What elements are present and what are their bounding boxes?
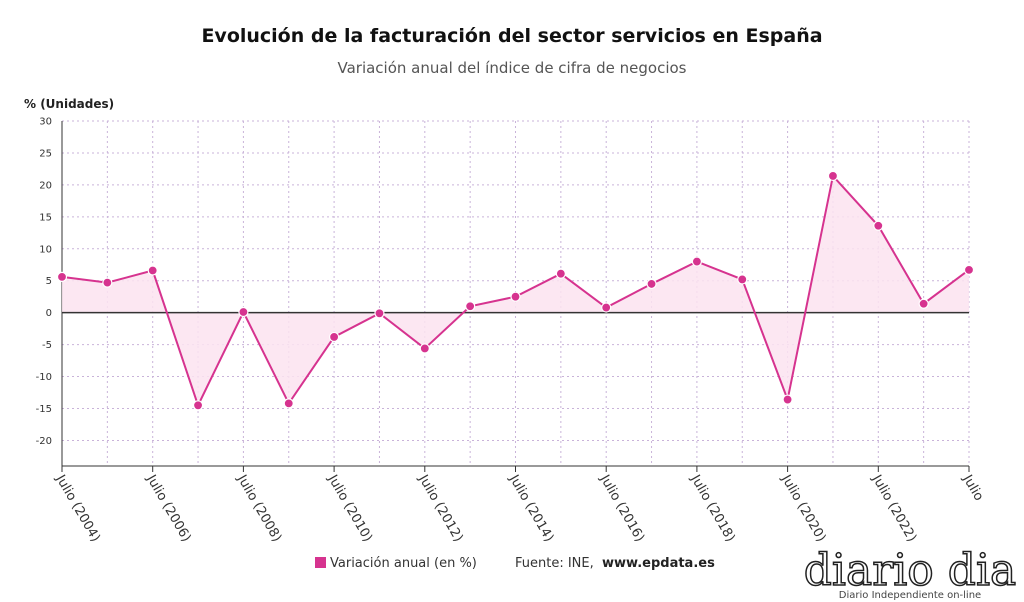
y-tick-label: -10	[36, 372, 52, 383]
y-tick-label: 20	[39, 180, 52, 191]
logo-tagline: Diario Independiente on-line	[839, 590, 981, 601]
point	[510, 291, 521, 302]
x-tick-label: Julio (2020)	[778, 472, 829, 545]
x-tick-label: Julio	[959, 472, 986, 504]
x-tick-label: Julio (2016)	[596, 472, 647, 545]
chart-subtitle: Variación anual del índice de cifra de n…	[337, 59, 686, 77]
point	[465, 301, 476, 312]
logo: diario dia	[804, 545, 1017, 596]
x-tick-label: Julio (2012)	[415, 472, 466, 545]
point	[419, 343, 430, 354]
legend-label: Variación anual (en %)	[330, 556, 477, 571]
point	[238, 306, 249, 318]
source-site: www.epdata.es	[602, 556, 715, 571]
point	[374, 308, 385, 319]
point	[147, 265, 158, 276]
y-tick-label: 10	[39, 244, 52, 255]
x-tick-label: Julio (2022)	[868, 472, 919, 545]
point	[56, 271, 68, 282]
point	[737, 274, 748, 285]
y-tick-label: -20	[36, 436, 52, 447]
x-tick-label: Julio (2010)	[324, 472, 375, 545]
y-tick-label: 5	[46, 276, 52, 287]
x-tick-label: Julio (2018)	[687, 472, 738, 545]
point	[102, 277, 113, 288]
point	[827, 170, 839, 182]
point	[646, 278, 657, 290]
source-label: Fuente: INE,	[515, 556, 594, 571]
point	[555, 268, 566, 279]
x-tick-label: Julio (2004)	[52, 472, 103, 545]
point	[601, 302, 612, 313]
point	[918, 298, 929, 309]
x-tick-label: Julio (2008)	[233, 472, 284, 545]
y-tick-label: -5	[42, 340, 52, 351]
chart-title: Evolución de la facturación del sector s…	[201, 25, 822, 47]
point	[283, 398, 294, 409]
point	[782, 394, 793, 405]
x-tick-label: Julio (2006)	[143, 472, 194, 545]
y-tick-label: 15	[39, 212, 52, 223]
point	[691, 256, 703, 267]
y-tick-label: 30	[39, 117, 52, 128]
point	[963, 264, 975, 275]
point	[329, 331, 340, 343]
point	[873, 220, 884, 231]
y-axis-label: % (Unidades)	[24, 97, 114, 111]
y-tick-label: -15	[36, 404, 52, 415]
y-tick-label: 0	[46, 308, 52, 319]
area-fill	[62, 175, 969, 406]
x-tick-label: Julio (2014)	[506, 472, 557, 545]
point	[192, 400, 204, 411]
legend-swatch	[315, 557, 326, 568]
y-tick-label: 25	[39, 148, 52, 159]
